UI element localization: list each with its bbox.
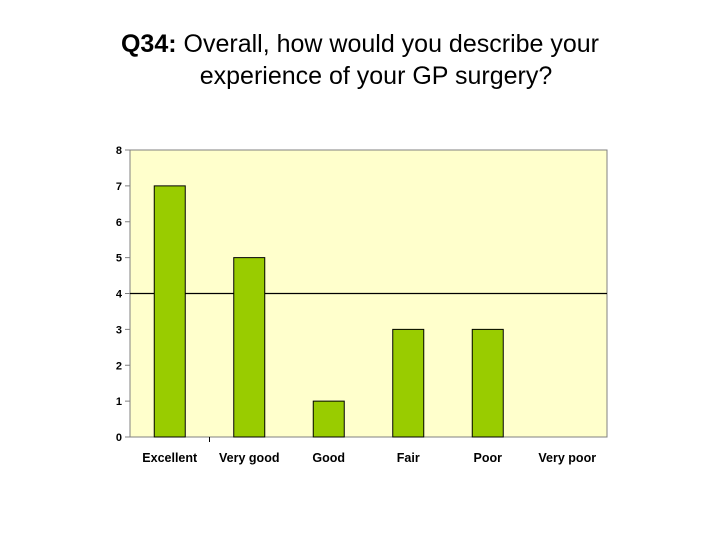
y-tick-label: 7 bbox=[116, 181, 122, 193]
x-tick-label: Excellent bbox=[142, 451, 198, 465]
x-tick-label: Very poor bbox=[538, 451, 596, 465]
y-tick-label: 3 bbox=[116, 324, 122, 336]
x-tick-label: Fair bbox=[397, 451, 420, 465]
y-tick-label: 0 bbox=[116, 432, 122, 444]
bar bbox=[471, 328, 504, 438]
y-tick-label: 6 bbox=[116, 217, 122, 229]
bar bbox=[153, 185, 186, 438]
bar bbox=[312, 400, 345, 438]
x-tick-label: Poor bbox=[474, 451, 503, 465]
bar bbox=[392, 328, 425, 438]
bar bbox=[233, 257, 266, 438]
title-line-2: experience of your GP surgery? bbox=[0, 60, 720, 92]
title-text-2: experience of your GP surgery? bbox=[199, 62, 553, 90]
title-line-1: Q34: Overall, how would you describe you… bbox=[0, 28, 720, 60]
question-number: Q34: bbox=[120, 30, 177, 58]
y-tick-label: 2 bbox=[116, 360, 122, 372]
x-tick-label: Good bbox=[312, 451, 345, 465]
y-tick-label: 5 bbox=[116, 253, 122, 265]
y-tick-label: 8 bbox=[116, 145, 122, 157]
y-tick-label: 1 bbox=[116, 396, 122, 408]
title-text-1: Overall, how would you describe your bbox=[183, 30, 600, 58]
y-tick-label: 4 bbox=[116, 289, 123, 301]
x-tick-label: Very good bbox=[219, 451, 279, 465]
chart-title: Q34: Overall, how would you describe you… bbox=[0, 28, 720, 92]
